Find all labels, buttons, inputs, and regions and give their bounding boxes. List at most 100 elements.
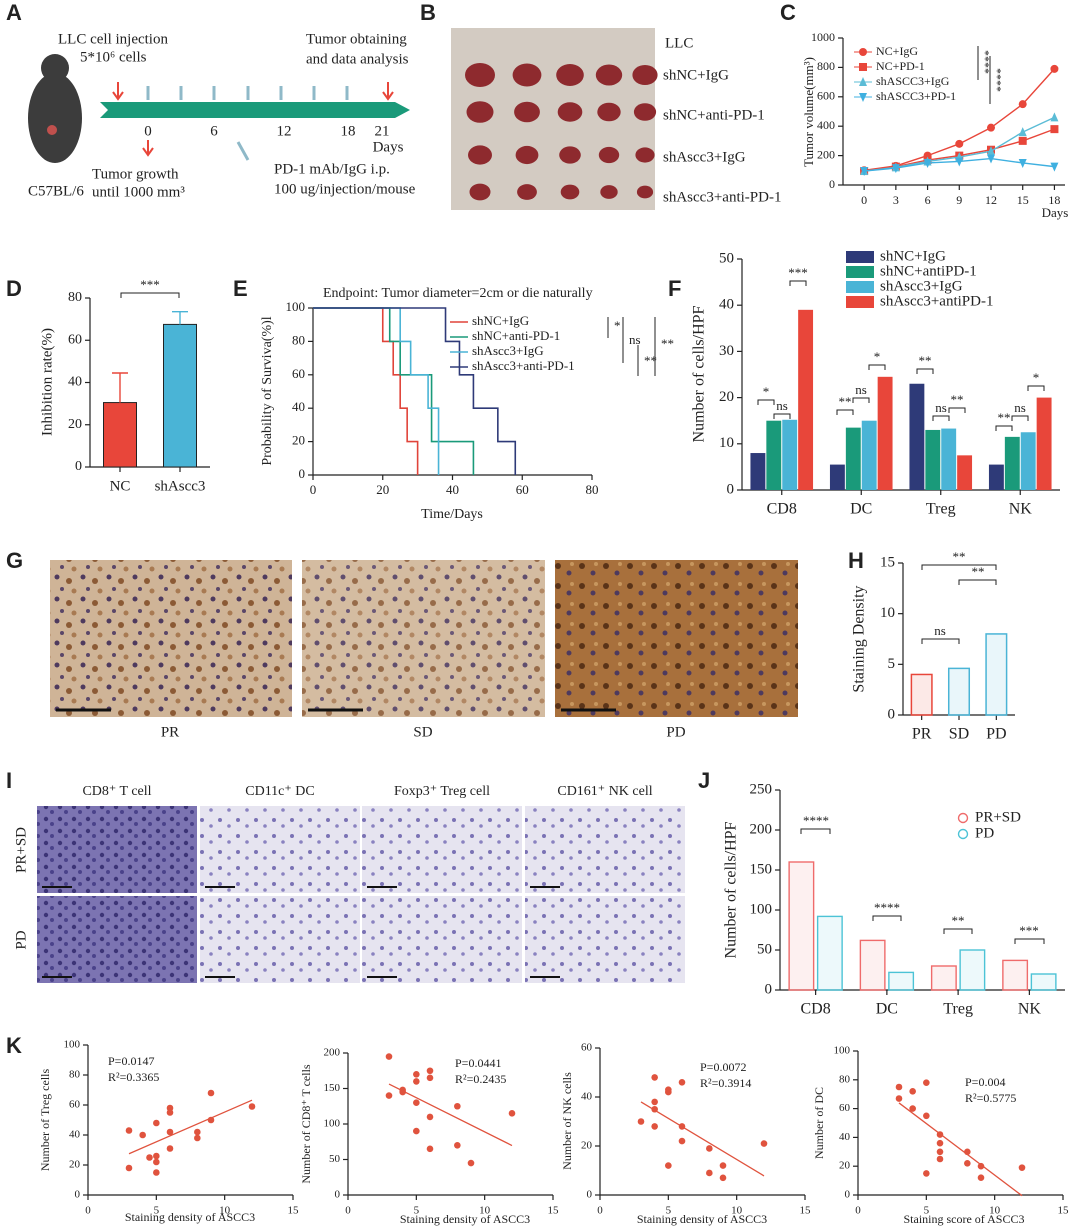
x-tick-label: 0 <box>85 1205 91 1217</box>
point <box>651 1074 658 1081</box>
x-tick-label: 0 <box>861 193 867 207</box>
tumor <box>468 145 492 165</box>
y-tick-label: 0 <box>829 177 835 191</box>
image-label: SD <box>413 724 432 740</box>
bar <box>888 971 915 991</box>
tumor <box>635 147 655 163</box>
y-tick-label: 50 <box>329 1153 341 1165</box>
y-tick-label: 20 <box>719 389 734 405</box>
tumor <box>636 185 654 199</box>
y-tick-label: 100 <box>834 1045 851 1057</box>
y-tick-label: 200 <box>750 821 773 837</box>
column-title: Foxp3⁺ Treg cell <box>394 784 490 799</box>
y-axis-label: Number of DC <box>812 1087 826 1159</box>
y-tick-label: 150 <box>750 861 773 877</box>
timeline-label: 18 <box>341 123 356 139</box>
bar <box>957 455 973 490</box>
legend-marker <box>859 48 867 56</box>
x-axis-label: Time/Days <box>421 507 483 522</box>
x-tick-label: 6 <box>925 193 931 207</box>
x-axis-label: Staining score of ASCC3 <box>903 1212 1024 1226</box>
tumor <box>557 102 583 122</box>
x-axis-label: Staining density of ASCC3 <box>400 1212 530 1226</box>
x-tick-label: 15 <box>288 1205 300 1217</box>
legend-label: NC+PD-1 <box>876 59 925 73</box>
significance: ** <box>644 353 657 368</box>
row-label: shAscc3+IgG <box>663 149 746 165</box>
y-tick-label: 40 <box>719 297 734 313</box>
ihc-image <box>37 896 197 983</box>
schematic <box>28 54 410 163</box>
x-tick-label: DC <box>850 501 872 518</box>
bracket <box>921 638 960 644</box>
y-tick-label: 200 <box>817 147 835 161</box>
bar <box>1020 432 1036 490</box>
point <box>706 1145 713 1152</box>
x-tick-label: 0 <box>855 1205 861 1217</box>
point <box>936 1155 944 1163</box>
point <box>678 1123 686 1130</box>
schematic-text: Tumor growth <box>92 166 179 182</box>
point <box>1050 112 1059 122</box>
point <box>194 1128 201 1136</box>
survival-curve <box>313 307 419 475</box>
ihc-image <box>362 806 522 893</box>
point <box>964 1148 971 1156</box>
legend-label: shNC+IgG <box>472 313 529 328</box>
significance: **** <box>978 50 992 74</box>
y-tick-label: 200 <box>324 1047 341 1059</box>
significance: *** <box>140 277 160 292</box>
y-tick-label: 15 <box>880 554 895 570</box>
bar <box>766 420 782 490</box>
y-axis-label: Probability of Surviva(%)l <box>260 316 275 465</box>
x-tick-label: SD <box>949 726 969 743</box>
statistic: R²=0.5775 <box>965 1091 1016 1105</box>
point <box>454 1142 461 1149</box>
panel-label: G <box>6 548 23 573</box>
y-tick-label: 0 <box>75 1189 81 1201</box>
point <box>936 1148 944 1156</box>
legend-label: shAscc3+anti-PD-1 <box>472 358 575 373</box>
image-label: PR <box>161 724 179 740</box>
schematic-text: PD-1 mAb/IgG i.p. <box>274 161 390 177</box>
point <box>1018 1164 1026 1171</box>
point <box>955 157 964 167</box>
point <box>719 1162 727 1169</box>
y-tick-label: 60 <box>581 1042 593 1054</box>
survival-curve <box>313 307 517 475</box>
column-title: CD161⁺ NK cell <box>557 784 652 799</box>
x-tick-label: 15 <box>1058 1205 1070 1217</box>
legend-label: NC+IgG <box>876 44 918 58</box>
legend-label: shNC+antiPD-1 <box>880 263 977 279</box>
statistic: R²=0.3365 <box>108 1070 159 1084</box>
y-tick-label: 40 <box>292 399 305 414</box>
point <box>678 1137 686 1145</box>
significance: ** <box>951 392 964 407</box>
x-tick-label: NC <box>110 478 131 494</box>
y-tick-label: 60 <box>68 332 82 347</box>
y-axis-label: Tumor volume(mm³) <box>801 57 816 167</box>
error-bar <box>112 372 128 403</box>
y-tick-label: 0 <box>765 981 773 997</box>
panel-label: J <box>698 768 710 793</box>
survival-curve <box>313 307 440 475</box>
bracket <box>800 828 831 834</box>
tumor <box>515 145 539 165</box>
point <box>977 1162 985 1170</box>
bar <box>103 402 137 468</box>
point <box>508 1110 516 1117</box>
point <box>413 1127 420 1135</box>
x-tick-label: 10 <box>731 1205 743 1217</box>
panel-label: B <box>420 0 436 25</box>
point <box>860 167 869 177</box>
significance: **** <box>874 900 900 915</box>
point <box>987 146 995 156</box>
point <box>1018 127 1027 137</box>
tumor <box>556 64 584 86</box>
error-bar <box>172 311 188 325</box>
point <box>454 1102 461 1110</box>
legend-marker <box>957 828 969 840</box>
significance: ns <box>1014 400 1026 415</box>
y-tick-label: 20 <box>68 417 82 432</box>
